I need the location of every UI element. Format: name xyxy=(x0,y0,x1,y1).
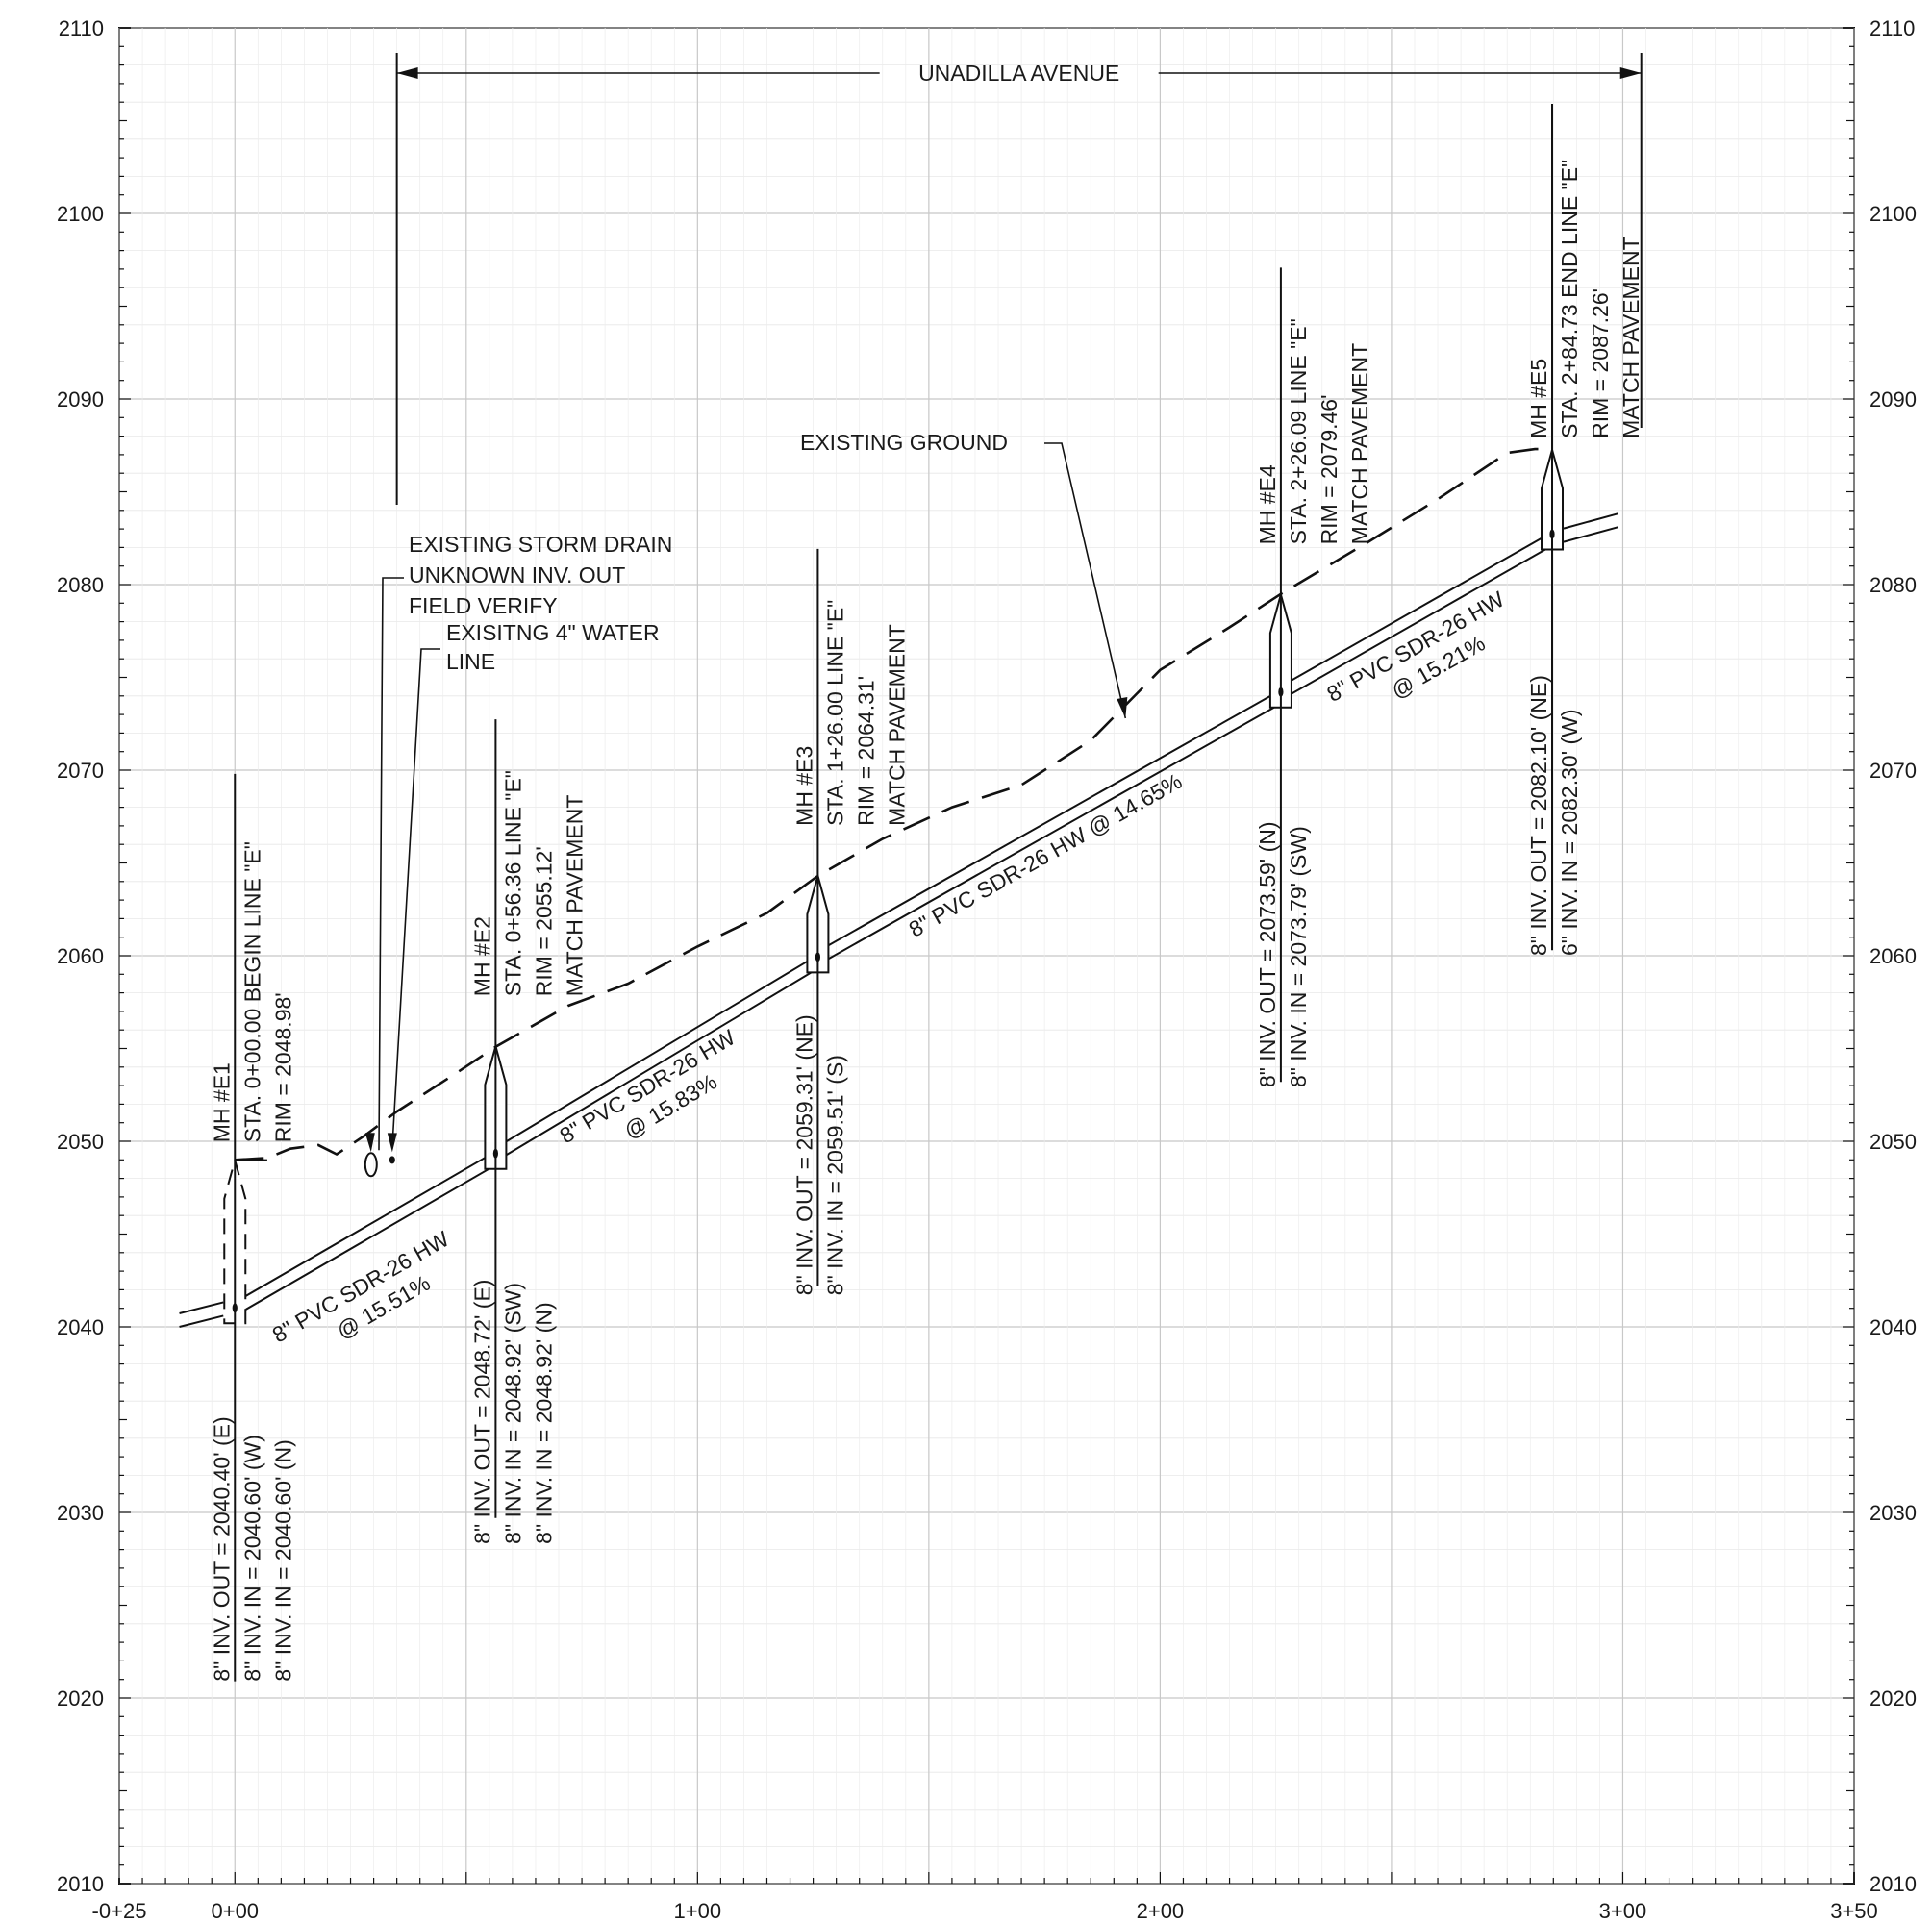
x-tick-label: 0+00 xyxy=(211,1899,259,1923)
manholes: MH #E1 STA. 0+00.00 BEGIN LINE "E" RIM = 2… xyxy=(209,104,1643,1682)
water-line-pipe xyxy=(389,1156,395,1164)
road-arrow-left xyxy=(396,67,418,79)
manhole-top-label: RIM = 2079.46' xyxy=(1317,395,1342,545)
y-tick-label-left: 2080 xyxy=(57,573,104,597)
pipe-stub-west xyxy=(179,1301,224,1314)
manhole-top-label: MH #E1 xyxy=(209,1062,234,1142)
grid xyxy=(118,27,1855,1885)
manhole-top-label: MATCH PAVEMENT xyxy=(1347,343,1372,545)
y-tick-label-left: 2070 xyxy=(57,759,104,783)
water-line-label: EXISITNG 4" WATER xyxy=(446,620,660,645)
manhole-top-label: MH #E5 xyxy=(1526,359,1551,438)
y-tick-label-left: 2090 xyxy=(57,387,104,412)
existing-ground-arrow xyxy=(1117,696,1128,718)
road-dimension: UNADILLA AVENUE xyxy=(395,53,1643,505)
manhole-top-label: RIM = 2087.26' xyxy=(1588,288,1613,438)
y-tick-label-right: 2060 xyxy=(1869,944,1917,968)
pipe-stub-west xyxy=(179,1314,224,1328)
manhole-bottom-label: 8" INV. IN = 2059.51' (S) xyxy=(822,1055,847,1295)
y-tick-label-right: 2080 xyxy=(1869,573,1917,597)
x-tick-label: 3+50 xyxy=(1830,1899,1878,1923)
manhole-top-label: STA. 0+56.36 LINE "E" xyxy=(500,770,525,996)
y-tick-label-right: 2010 xyxy=(1869,1872,1917,1896)
manhole-top-label: MH #E3 xyxy=(791,746,816,826)
manhole-top-label: MATCH PAVEMENT xyxy=(562,795,587,997)
existing-ground: EXISTING GROUND xyxy=(235,430,1552,1161)
pipe-crown-line xyxy=(494,954,818,1149)
manhole-bottom-label: 8" INV. OUT = 2073.59' (N) xyxy=(1255,821,1280,1087)
manhole-bottom-label: 8" INV. OUT = 2059.31' (NE) xyxy=(791,1014,816,1295)
manhole-top-label: RIM = 2048.98' xyxy=(270,992,295,1142)
pipe-invert-line xyxy=(816,702,1282,966)
water-line-arrow xyxy=(387,1133,397,1153)
manhole-bottom-label: 8" INV. OUT = 2082.10' (NE) xyxy=(1526,675,1551,956)
y-tick-label-left: 2030 xyxy=(57,1501,104,1525)
manhole-bottom-label: 6" INV. IN = 2082.30' (W) xyxy=(1557,709,1582,956)
existing-ground-leader xyxy=(1044,442,1127,719)
manhole-bottom-label: 8" INV. IN = 2040.60' (N) xyxy=(270,1439,295,1681)
x-tick-label: 2+00 xyxy=(1137,1899,1185,1923)
pipe-stub-east xyxy=(1563,526,1618,543)
storm-drain-leader xyxy=(378,577,404,1151)
pipe-invert-line xyxy=(234,1163,496,1317)
y-tick-label-right: 2100 xyxy=(1869,202,1917,226)
water-line-leader xyxy=(391,648,440,1149)
y-tick-label-left: 2060 xyxy=(57,944,104,968)
callouts: EXISTING STORM DRAIN UNKNOWN INV. OUT FIEL… xyxy=(364,532,672,1178)
storm-drain-arrow xyxy=(364,1133,375,1153)
pipe-crown-line xyxy=(816,688,1282,953)
y-tick-label-right: 2110 xyxy=(1869,16,1915,40)
y-tick-label-left: 2100 xyxy=(57,202,104,226)
y-tick-label-right: 2050 xyxy=(1869,1130,1917,1154)
manhole-bottom-label: 8" INV. IN = 2040.60' (W) xyxy=(239,1435,264,1682)
storm-drain-label: UNKNOWN INV. OUT xyxy=(409,562,625,587)
road-arrow-right xyxy=(1619,67,1642,79)
y-tick-label-left: 2050 xyxy=(57,1130,104,1154)
manhole-bottom-label: 8" INV. OUT = 2048.72' (E) xyxy=(469,1280,494,1544)
manhole-bottom-label: 8" INV. OUT = 2040.40' (E) xyxy=(209,1416,234,1681)
y-tick-label-left: 2110 xyxy=(59,16,104,40)
y-tick-label-right: 2030 xyxy=(1869,1501,1917,1525)
manhole-top-label: MH #E4 xyxy=(1255,464,1280,544)
pipe-stub-east xyxy=(1563,512,1618,530)
pipe-crown-line xyxy=(234,1150,496,1304)
x-tick-label: 1+00 xyxy=(674,1899,722,1923)
road-label: UNADILLA AVENUE xyxy=(918,61,1119,86)
manhole-bottom-label: 8" INV. IN = 2048.92' (N) xyxy=(531,1302,556,1543)
manhole-top-label: RIM = 2064.31' xyxy=(853,676,878,826)
storm-drain-label: FIELD VERIFY xyxy=(409,593,558,618)
storm-drain-label: EXISTING STORM DRAIN xyxy=(409,532,672,557)
y-tick-label-right: 2020 xyxy=(1869,1686,1917,1711)
manhole-top-label: RIM = 2055.12' xyxy=(531,846,556,996)
y-tick-label-right: 2040 xyxy=(1869,1315,1917,1339)
manhole-top-label: MATCH PAVEMENT xyxy=(884,624,909,826)
x-tick-label: 3+00 xyxy=(1599,1899,1647,1923)
y-tick-label-right: 2070 xyxy=(1869,759,1917,783)
y-tick-label-left: 2010 xyxy=(57,1872,104,1896)
pipe-label: 8" PVC SDR-26 HW @ 14.65% xyxy=(905,768,1187,942)
manhole-top-label: STA. 2+84.73 END LINE "E" xyxy=(1557,160,1582,438)
axis-labels: 2010 2010 2020 2020 2030 2030 2040 2040 2050 2050… xyxy=(57,16,1917,1923)
pipe-crown-line xyxy=(1280,531,1553,687)
x-tick-label: -0+25 xyxy=(92,1899,147,1923)
pipe-invert-line xyxy=(494,967,818,1162)
existing-ground-line xyxy=(235,447,1552,1161)
manhole-top-label: MH #E2 xyxy=(469,916,494,996)
manhole-top-label: STA. 0+00.00 BEGIN LINE "E" xyxy=(239,841,264,1142)
manhole-bottom-label: 8" INV. IN = 2048.92' (SW) xyxy=(500,1283,525,1544)
manhole-top-label: STA. 2+26.09 LINE "E" xyxy=(1286,318,1311,544)
existing-ground-label: EXISTING GROUND xyxy=(800,430,1008,455)
water-line-label: LINE xyxy=(446,649,495,674)
y-tick-label-left: 2020 xyxy=(57,1686,104,1711)
pipe-invert-line xyxy=(1280,544,1553,701)
y-tick-label-left: 2040 xyxy=(57,1315,104,1339)
manhole-bottom-label: 8" INV. IN = 2073.79' (SW) xyxy=(1286,826,1311,1087)
storm-drain-pipe xyxy=(364,1152,378,1178)
manhole-top-label: MATCH PAVEMENT xyxy=(1618,237,1643,438)
manhole-top-label: STA. 1+26.00 LINE "E" xyxy=(822,600,847,826)
y-tick-label-right: 2090 xyxy=(1869,387,1917,412)
